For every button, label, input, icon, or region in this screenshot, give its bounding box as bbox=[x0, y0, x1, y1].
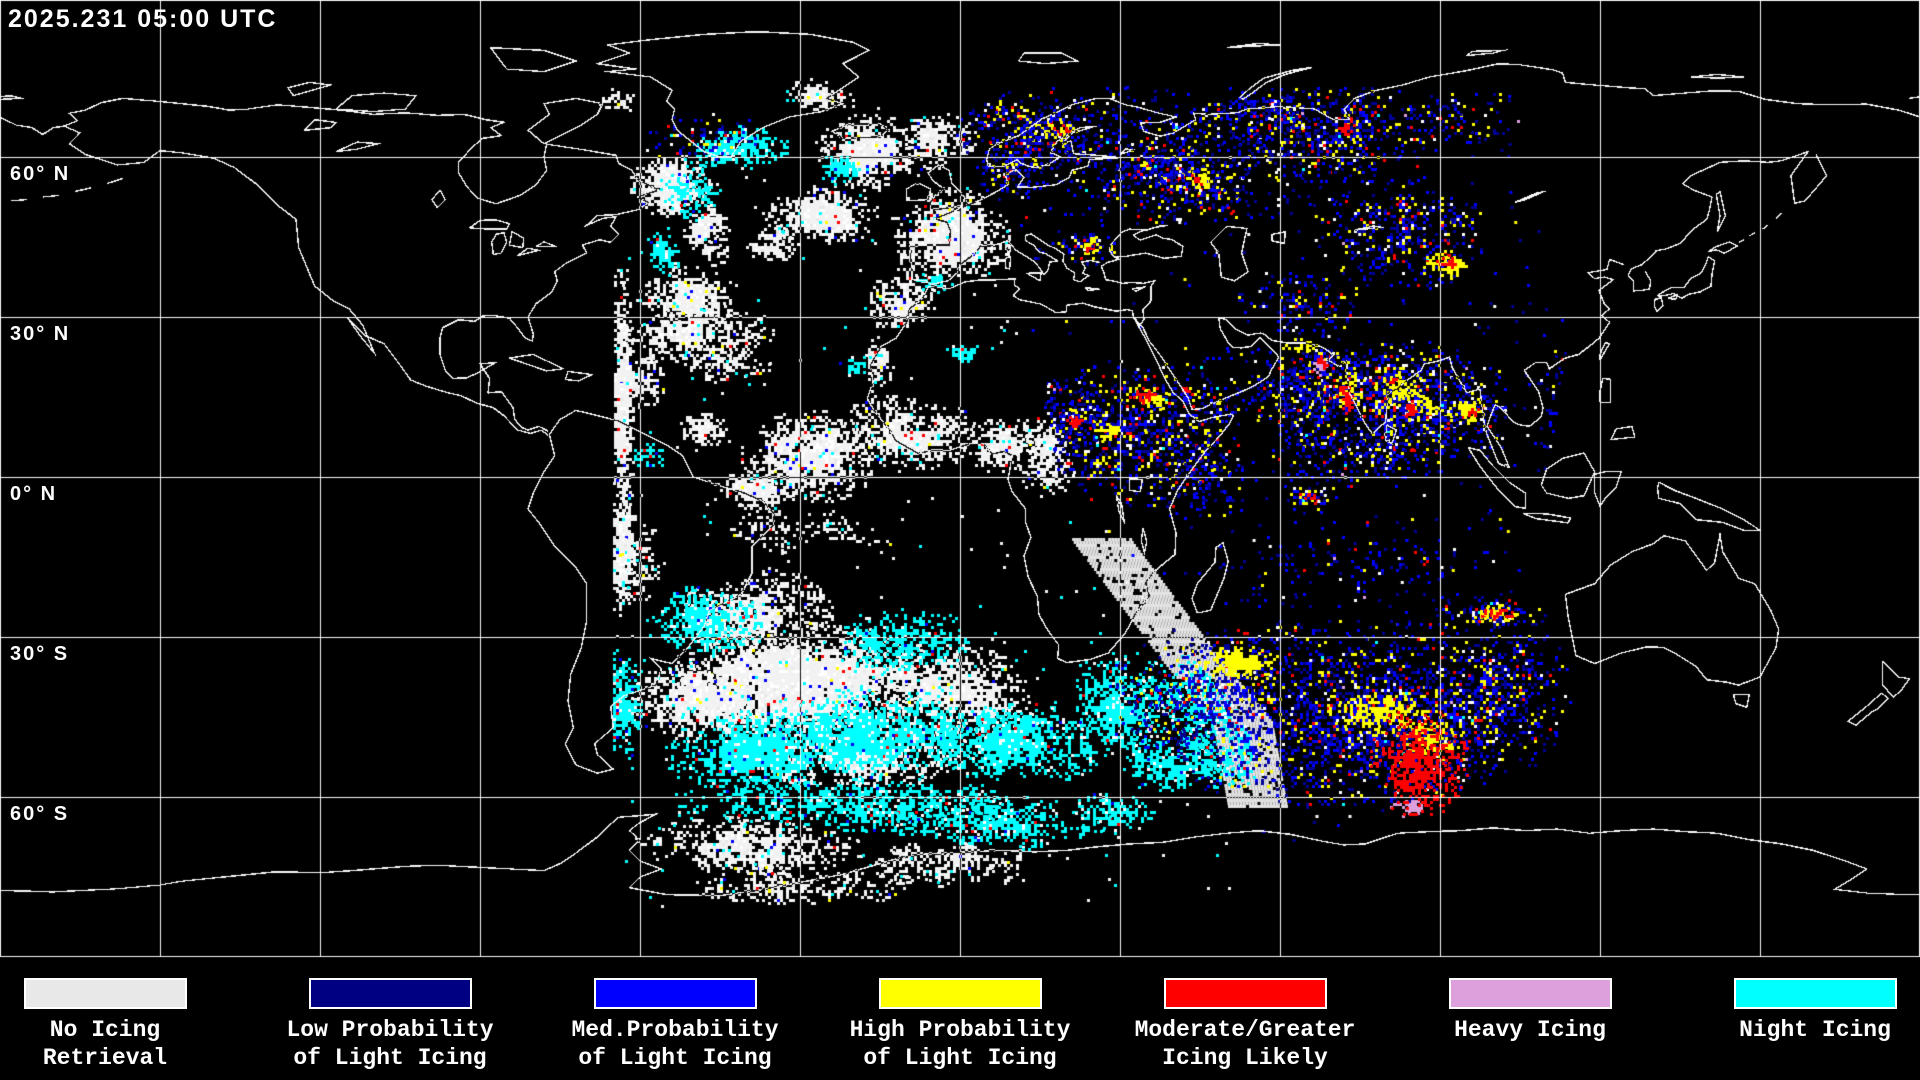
legend-swatch-high-prob bbox=[879, 978, 1042, 1009]
legend-item-low-prob: Low Probability of Light Icing bbox=[286, 978, 494, 1078]
legend-text: Heavy Icing bbox=[1454, 1017, 1606, 1043]
legend-item-heavy: Heavy Icing bbox=[1449, 978, 1612, 1078]
legend-text: High Probability bbox=[849, 1017, 1071, 1043]
lat-label-60s: 60° S bbox=[10, 803, 70, 825]
lat-label-0n: 0° N bbox=[10, 483, 58, 505]
lat-label-30s: 30° S bbox=[10, 643, 70, 665]
timestamp-label: 2025.231 05:00 UTC bbox=[8, 5, 278, 33]
legend-item-moderate: Moderate/Greater Icing Likely bbox=[1135, 978, 1355, 1078]
legend-swatch-night bbox=[1734, 978, 1897, 1009]
legend-swatch-med-prob bbox=[594, 978, 757, 1009]
legend-item-high-prob: High Probability of Light Icing bbox=[850, 978, 1070, 1078]
legend: No Icing Retrieval Low Probability of Ligh… bbox=[0, 958, 1920, 1080]
legend-item-no-icing: No Icing Retrieval bbox=[24, 978, 187, 1078]
legend-text: Med.Probability bbox=[571, 1017, 779, 1043]
legend-text: of Light Icing bbox=[578, 1045, 772, 1071]
legend-text: of Light Icing bbox=[293, 1045, 487, 1071]
legend-swatch-moderate bbox=[1164, 978, 1327, 1009]
lat-label-60n: 60° N bbox=[10, 163, 71, 185]
legend-item-med-prob: Med.Probability of Light Icing bbox=[571, 978, 779, 1078]
legend-swatch-low-prob bbox=[309, 978, 472, 1009]
world-map-canvas bbox=[0, 0, 1920, 958]
legend-swatch-no-icing bbox=[24, 978, 187, 1009]
legend-text: of Light Icing bbox=[863, 1045, 1057, 1071]
legend-text: Retrieval bbox=[42, 1045, 168, 1071]
legend-swatch-heavy bbox=[1449, 978, 1612, 1009]
legend-text: Night Icing bbox=[1739, 1017, 1891, 1043]
lat-label-30n: 30° N bbox=[10, 323, 71, 345]
legend-text: Moderate/Greater bbox=[1134, 1017, 1356, 1043]
legend-text: No Icing bbox=[49, 1017, 161, 1043]
legend-text: Low Probability bbox=[286, 1017, 494, 1043]
legend-text: Icing Likely bbox=[1162, 1045, 1328, 1071]
legend-item-night: Night Icing bbox=[1734, 978, 1897, 1078]
